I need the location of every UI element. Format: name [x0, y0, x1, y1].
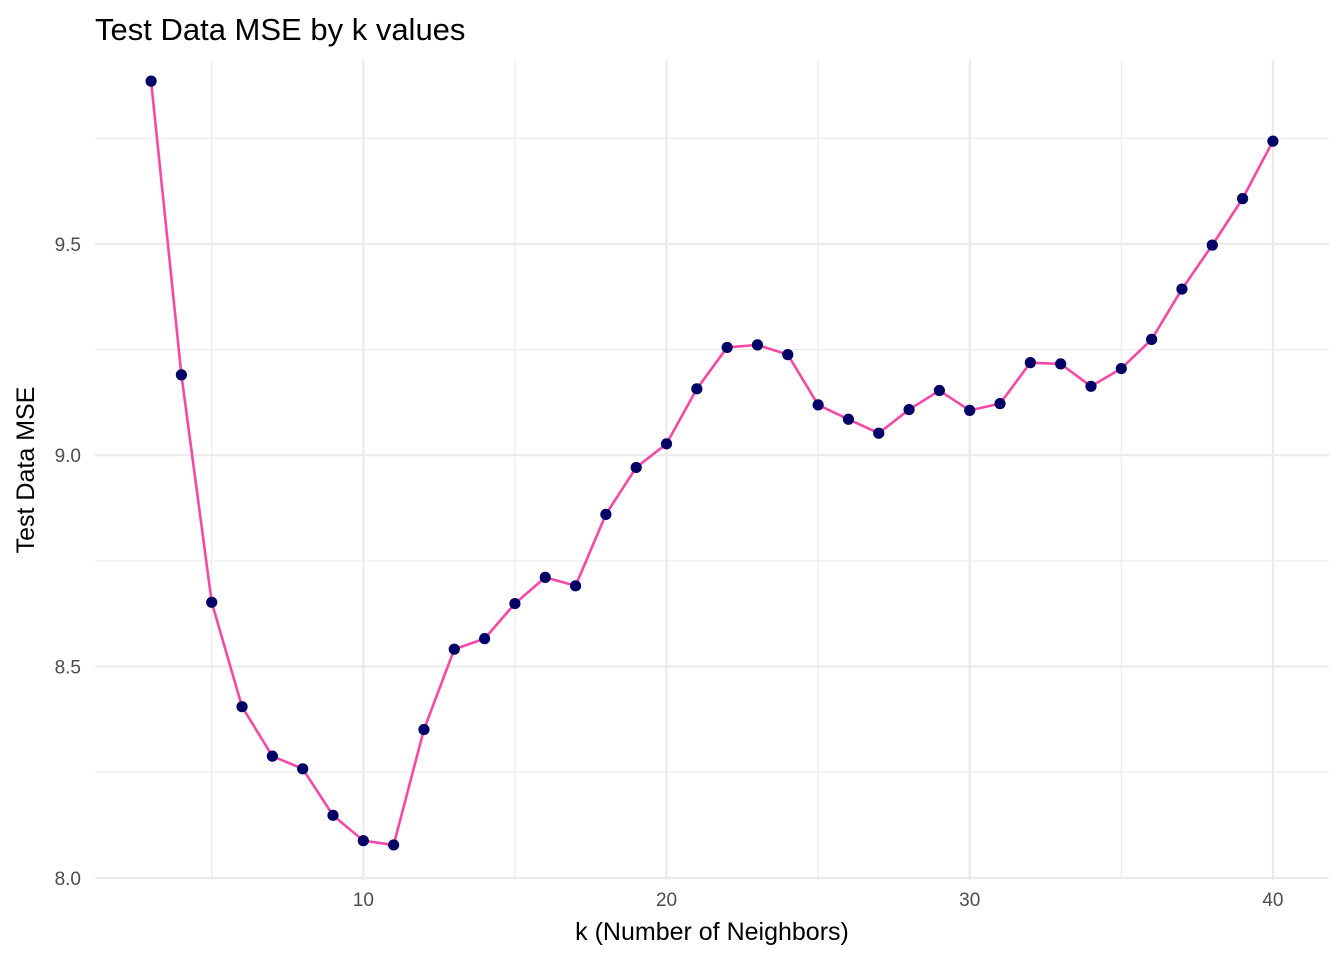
data-point [357, 835, 369, 847]
data-point [600, 508, 612, 520]
data-point [1206, 239, 1218, 251]
data-point [145, 75, 157, 87]
data-point [842, 413, 855, 425]
data-point [1085, 380, 1097, 392]
data-point [721, 341, 733, 354]
data-point [509, 597, 521, 610]
y-tick-label: 9.0 [55, 446, 81, 467]
y-tick-label: 9.5 [55, 235, 81, 256]
data-point [812, 399, 824, 411]
data-point [569, 580, 582, 592]
series-line [149, 79, 1275, 847]
y-axis-title: Test Data MSE [12, 387, 40, 554]
data-point [266, 750, 278, 762]
y-axis-ticks: 8.0 8.5 9.0 9.5 [55, 235, 81, 890]
data-point [782, 349, 794, 361]
data-point [1236, 193, 1249, 205]
data-point [691, 383, 703, 395]
data-point [327, 809, 339, 821]
data-point [1024, 357, 1036, 369]
data-point [933, 384, 945, 397]
grid-lines [95, 60, 1329, 880]
data-point [388, 839, 400, 851]
data-point [206, 596, 218, 608]
series-line-layer [149, 79, 1275, 847]
x-tick-label: 30 [959, 890, 980, 911]
chart-title: Test Data MSE by k values [95, 12, 465, 47]
x-tick-label: 10 [353, 890, 374, 911]
data-point [660, 438, 673, 450]
x-axis-title: k (Number of Neighbors) [575, 918, 849, 946]
data-point [236, 701, 248, 713]
data-point [994, 398, 1006, 410]
y-tick-label: 8.5 [55, 658, 81, 679]
data-points [145, 75, 1279, 851]
data-point [479, 633, 491, 645]
data-point [751, 339, 764, 351]
data-point [873, 427, 885, 439]
y-tick-label: 8.0 [55, 869, 81, 890]
data-point [1146, 333, 1158, 345]
data-point [1115, 362, 1127, 375]
data-point [448, 643, 460, 655]
data-point [539, 571, 551, 583]
x-axis-ticks: 10 20 30 40 [353, 890, 1284, 911]
data-point [1055, 358, 1067, 370]
data-point [630, 461, 642, 474]
data-point [1176, 283, 1188, 295]
data-point [903, 403, 915, 416]
data-point [297, 763, 309, 775]
x-tick-label: 40 [1262, 890, 1283, 911]
x-tick-label: 20 [656, 890, 677, 911]
data-point [175, 369, 188, 381]
data-point [964, 404, 976, 417]
data-point [418, 723, 430, 736]
data-point [1267, 135, 1279, 147]
